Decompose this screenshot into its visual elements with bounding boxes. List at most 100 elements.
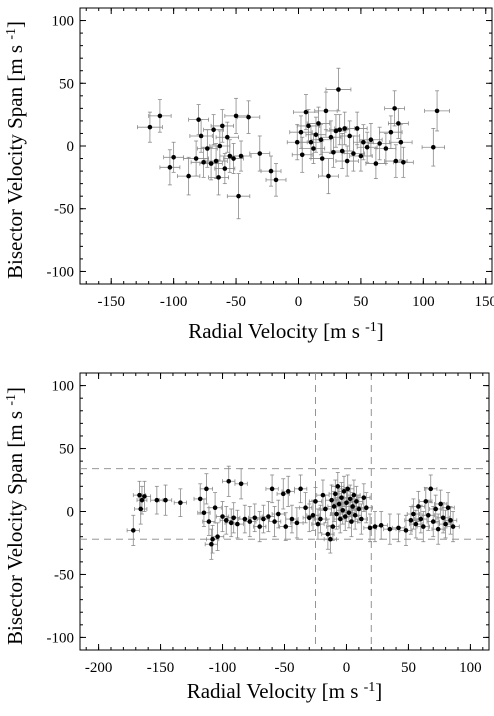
data-point [337,516,343,522]
data-point [238,481,244,487]
data-point [205,146,210,151]
data-points-top [147,87,440,199]
data-point [272,519,277,524]
x-tick-label: 0 [295,294,303,310]
y-tick-label: 100 [52,14,75,30]
data-point [354,126,360,131]
y-tick-label: 50 [59,442,74,458]
data-point [171,154,176,160]
y-tick-label: -100 [47,630,75,646]
data-point [368,137,374,143]
data-point [246,114,251,120]
data-point [352,512,358,518]
data-point [231,156,236,161]
data-point [361,139,366,145]
y-axis-unit-exponent: -1 [4,28,19,40]
data-point [388,129,394,135]
panel-top: -150 -100 -50 0 50 100 150 -100 -50 0 50 100 Radial… [3,7,494,343]
x-tick-label: -150 [97,294,125,310]
data-point [323,108,329,114]
data-point [138,506,144,512]
data-point [344,158,350,164]
data-point [339,148,345,154]
data-point [361,495,367,500]
y-axis-unit: [m s [3,411,27,448]
data-point [215,534,220,539]
error-bars-bottom [126,465,460,560]
data-point [289,516,295,522]
data-point [306,123,311,129]
data-point [346,510,352,516]
data-point [276,511,281,517]
data-point [345,486,351,492]
y-tick-label: -50 [54,202,74,218]
data-point [411,511,416,517]
data-point [303,109,309,115]
data-point [342,514,348,519]
y-tick-label: -100 [47,264,75,280]
x-tick-label: -100 [160,294,188,310]
data-point [283,524,289,529]
data-point [445,505,451,511]
data-point [154,497,160,503]
data-point [163,497,168,503]
data-point [238,153,244,159]
data-point [193,156,199,161]
data-point [137,492,142,498]
x-tick-label: -50 [226,294,246,310]
y-axis-unit: [m s [3,45,27,82]
data-point [342,126,347,131]
data-point [298,486,303,492]
x-tick-label: -50 [275,660,295,676]
x-tick-label: 50 [353,294,368,310]
data-point [339,495,344,500]
x-axis-unit-close: ] [377,319,384,343]
x-tick-label: 100 [459,660,482,676]
data-point [333,491,338,497]
data-point [280,491,286,497]
data-point [421,524,426,529]
plot-frame-bottom [79,372,490,651]
y-axis-title-bottom: Bisector Velocity Span [m s -1] [3,387,27,645]
reference-lines [80,373,489,650]
x-tick-label: -200 [85,660,113,676]
data-point [413,521,419,527]
y-axis-unit-close: ] [3,21,27,28]
data-point [337,127,342,132]
data-point [448,518,453,523]
data-point [408,518,414,523]
data-point [228,520,234,526]
data-point [331,504,337,509]
x-tick-label: -150 [147,660,175,676]
data-point [396,121,401,126]
panel-bottom: -200 -150 -100 -50 0 50 100 -100 -50 0 50 100 Radia… [3,372,490,703]
data-point [434,108,440,114]
x-tick-label: 50 [401,660,416,676]
x-axis-label: Radial Velocity [188,319,318,343]
data-point [217,143,223,149]
data-point [326,173,331,179]
data-point [139,497,145,503]
x-tick-label: 100 [412,294,435,310]
data-point [387,526,393,532]
data-point [210,536,215,542]
data-point [167,165,173,170]
data-point [351,151,356,156]
data-point [236,193,241,199]
y-tick-label: 50 [59,76,74,92]
x-tick-label: -100 [209,660,237,676]
data-point [325,531,331,537]
data-point [233,113,239,119]
x-axis-unit-close: ] [375,679,382,703]
data-point [347,496,353,502]
data-point [418,516,424,522]
data-point [450,524,456,529]
data-point [227,153,233,159]
x-axis-unit-exponent: -1 [365,320,377,335]
data-point [398,139,404,145]
data-point [428,486,434,492]
data-point [303,505,308,511]
data-point [225,134,230,140]
data-point [206,519,212,524]
data-point [425,512,431,518]
